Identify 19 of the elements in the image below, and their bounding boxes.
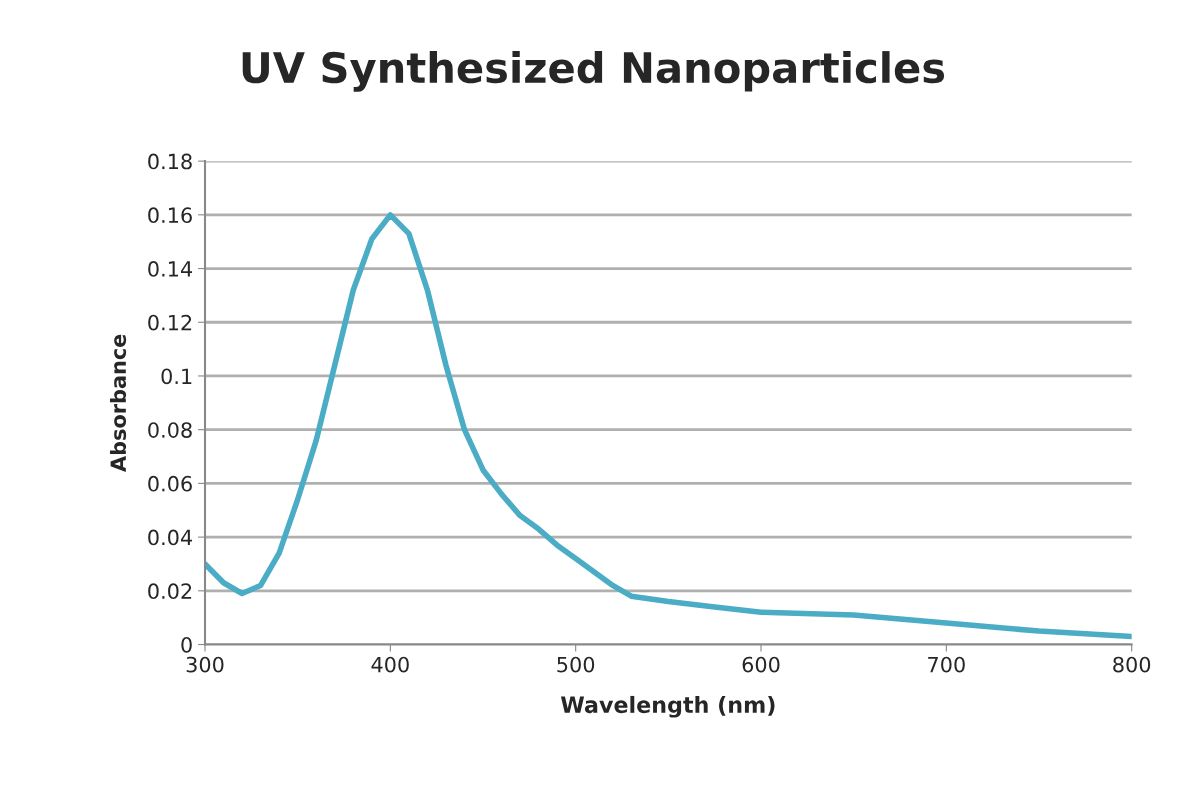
x-tick-label: 800 [1113, 656, 1151, 673]
y-tick-label: 0.12 [148, 314, 192, 331]
x-tick-label: 300 [186, 656, 224, 673]
x-tick-label: 400 [371, 656, 409, 673]
y-tick-label: 0.08 [148, 422, 192, 438]
y-tick-label: 0.02 [148, 583, 192, 600]
y-tick-label: 0 [181, 636, 192, 653]
y-axis-title: Absorbance [109, 334, 127, 472]
x-tick-label: 700 [928, 656, 965, 673]
y-tick-label: 0.14 [148, 261, 193, 277]
x-tick-label: 600 [742, 656, 780, 673]
x-tick-label: 500 [557, 656, 595, 673]
y-tick-label: 0.18 [148, 153, 192, 170]
chart-title: UV Synthesized Nanoparticles [242, 51, 945, 92]
y-tick-label: 0.16 [148, 207, 192, 224]
x-axis-title: Wavelength (nm) [560, 695, 775, 718]
y-tick-label: 0.1 [161, 368, 192, 385]
y-tick-label: 0.06 [148, 475, 192, 492]
y-tick-label: 0.04 [148, 529, 193, 546]
